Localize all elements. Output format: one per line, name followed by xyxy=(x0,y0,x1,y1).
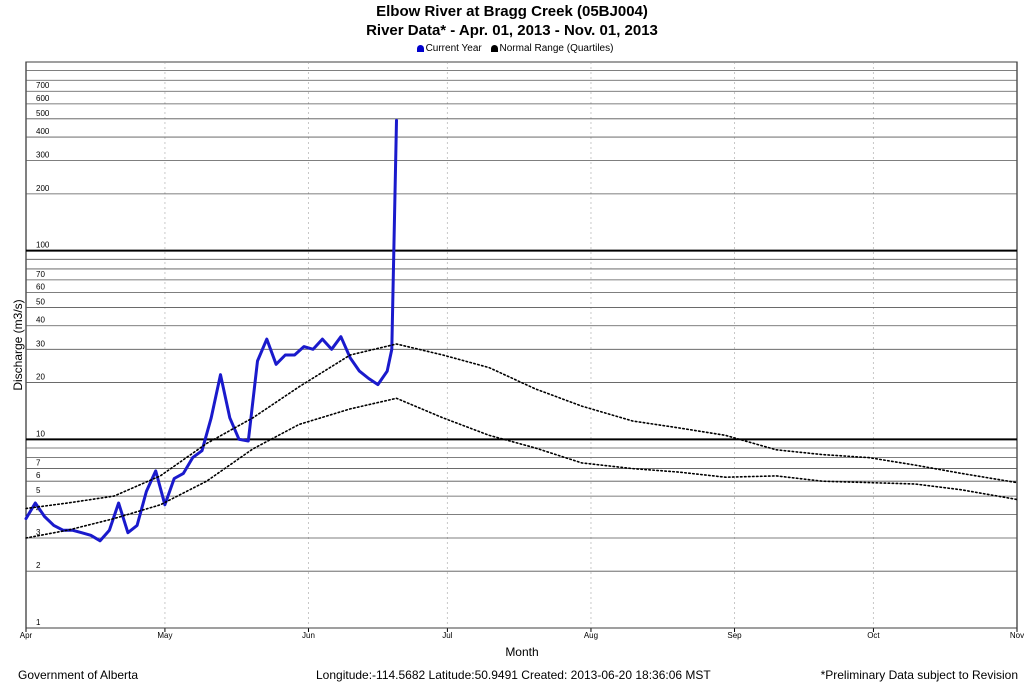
y-tick-label: 20 xyxy=(36,373,45,382)
x-tick-label: Nov xyxy=(1010,631,1024,640)
legend-label-normal-range: Normal Range (Quartiles) xyxy=(499,43,614,54)
footer-agency: Government of Alberta xyxy=(18,668,139,682)
y-tick-label: 200 xyxy=(36,184,50,193)
y-tick-label: 50 xyxy=(36,297,45,306)
y-tick-label: 400 xyxy=(36,127,50,136)
y-tick-label: 40 xyxy=(36,316,45,325)
x-tick-label: May xyxy=(157,631,172,640)
x-tick-label: Sep xyxy=(727,631,742,640)
y-tick-label: 5 xyxy=(36,486,41,495)
y-tick-label: 7 xyxy=(36,459,41,468)
x-tick-label: Aug xyxy=(584,631,598,640)
y-tick-label: 600 xyxy=(36,94,50,103)
y-tick-label: 700 xyxy=(36,81,50,90)
x-tick-label: Oct xyxy=(867,631,880,640)
series-line-current-year xyxy=(24,118,398,543)
legend-label-current-year: Current Year xyxy=(425,43,482,54)
x-tick-label: Jun xyxy=(302,631,315,640)
series-line-lower-quartile xyxy=(25,397,1018,539)
chart-subtitle: River Data* - Apr. 01, 2013 - Nov. 01, 2… xyxy=(366,22,658,39)
y-tick-label: 100 xyxy=(36,241,50,250)
series-line-upper-quartile xyxy=(25,343,1018,510)
y-tick-label: 10 xyxy=(36,429,45,438)
x-axis-label: Month xyxy=(505,645,539,659)
legend-swatch-current-year xyxy=(416,44,424,52)
x-tick-label: Apr xyxy=(20,631,33,640)
y-tick-label: 500 xyxy=(36,109,50,118)
legend: Current Year Normal Range (Quartiles) xyxy=(0,43,1024,54)
y-tick-label: 300 xyxy=(36,151,50,160)
footer-location-created: Longitude:-114.5682 Latitude:50.9491 Cre… xyxy=(316,668,711,682)
y-tick-label: 60 xyxy=(36,283,45,292)
y-tick-label: 1 xyxy=(36,618,41,627)
y-axis-label: Discharge (m3/s) xyxy=(11,299,25,391)
y-tick-label: 3 xyxy=(36,528,41,537)
chart-title: Elbow River at Bragg Creek (05BJ004) xyxy=(376,3,648,20)
plot-frame xyxy=(25,61,1018,629)
y-tick-label: 70 xyxy=(36,270,45,279)
legend-swatch-normal-range xyxy=(490,44,498,52)
y-tick-label: 30 xyxy=(36,339,45,348)
x-tick-label: Jul xyxy=(442,631,452,640)
footer-disclaimer: *Preliminary Data subject to Revision xyxy=(820,668,1018,682)
y-tick-label: 6 xyxy=(36,471,41,480)
y-tick-label: 2 xyxy=(36,561,41,570)
